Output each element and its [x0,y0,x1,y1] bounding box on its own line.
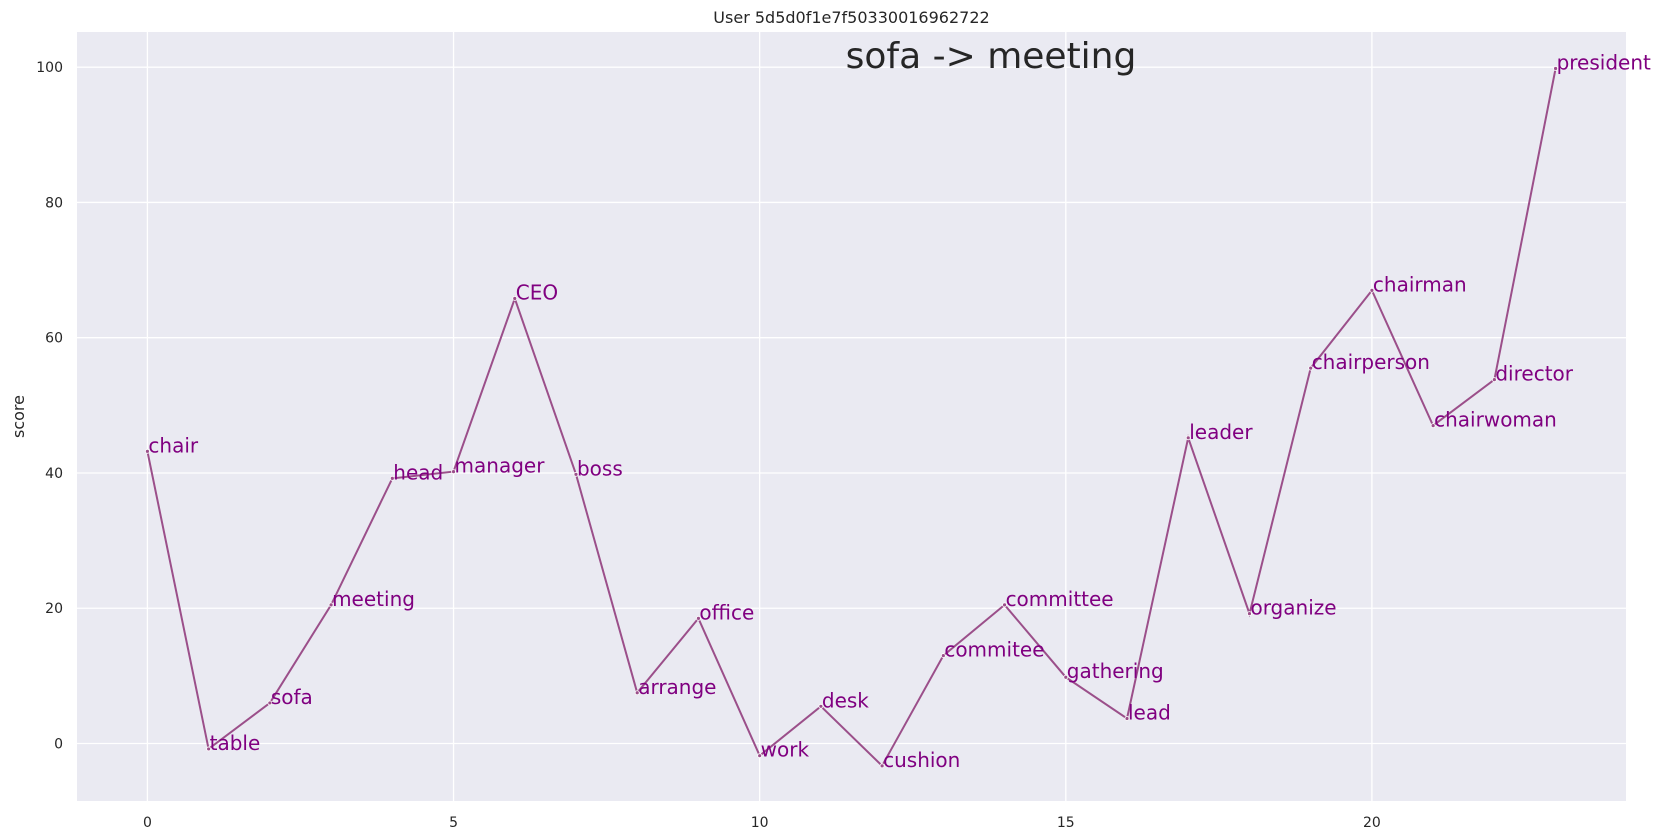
y-tick-label: 20 [45,601,63,617]
data-point [818,703,824,709]
data-label: head [393,460,443,484]
data-label: organize [1250,596,1336,620]
data-label: table [210,731,261,755]
y-tick-label: 60 [45,331,63,347]
data-point [1369,287,1375,293]
data-point [1247,611,1252,617]
data-label: meeting [332,587,415,611]
data-point [573,471,579,477]
data-point [145,448,150,454]
data-label: commitee [944,638,1044,662]
data-label: cushion [883,748,960,772]
data-label: chair [148,433,198,457]
data-label: lead [1128,700,1171,724]
series-line [146,68,1557,768]
data-point [1002,602,1007,608]
data-label: committee [1006,587,1114,611]
data-point [940,653,946,658]
grid-lines [77,32,1626,801]
data-point [328,602,334,608]
x-tick-label: 5 [449,815,458,831]
data-point [1430,423,1436,429]
data-point [451,469,456,475]
data-label: director [1495,362,1573,386]
y-axis-title: score [9,395,28,438]
data-label: office [699,600,754,624]
data-point [1124,716,1130,721]
data-point [1185,435,1191,441]
series-line-layer [146,68,1557,768]
data-label: work [761,738,810,762]
data-label: gathering [1067,659,1164,683]
chart-title: User 5d5d0f1e7f50330016962722 [713,8,989,27]
data-point [512,296,518,301]
data-label: president [1557,51,1651,75]
x-tick-label: 20 [1363,815,1381,831]
point-markers [145,66,1558,769]
point-labels: chair table sofa meeting head manager CEO boss a… [148,51,1651,772]
data-label: chairperson [1312,350,1430,374]
y-tick-label: 80 [45,195,63,211]
data-label: boss [577,456,623,480]
plot-background [77,32,1626,801]
data-point [1553,66,1558,71]
data-label: manager [455,454,546,478]
data-point [1491,377,1497,383]
data-point [1063,674,1069,680]
x-tick-labels: 0 5 10 15 20 [143,815,1381,831]
y-tick-label: 0 [54,737,63,753]
x-tick-label: 10 [751,815,769,831]
data-point [879,763,885,769]
data-label: desk [822,688,869,712]
y-tick-label: 100 [36,60,63,76]
data-label: sofa [271,685,313,709]
x-tick-label: 15 [1057,815,1075,831]
y-tick-labels: 0 20 40 60 80 100 [36,60,63,752]
data-label: chairman [1373,272,1467,296]
data-point [389,475,395,481]
y-tick-label: 40 [45,466,63,482]
data-label: chairwoman [1434,408,1557,432]
data-point [634,690,640,696]
data-label: arrange [638,675,716,699]
data-point [757,753,763,759]
chart-annotation: sofa -> meeting [846,36,1137,77]
data-point [696,615,701,621]
data-label: CEO [516,280,558,304]
x-tick-label: 0 [143,815,152,831]
data-label: leader [1189,420,1253,444]
data-point [267,700,273,706]
data-point [206,746,212,752]
data-point [1308,365,1314,371]
